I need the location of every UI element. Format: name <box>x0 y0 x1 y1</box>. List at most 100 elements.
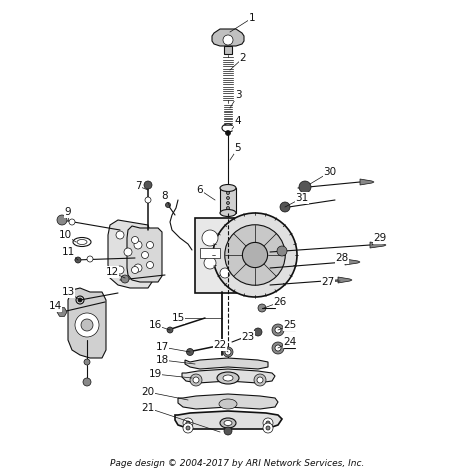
Circle shape <box>272 342 284 354</box>
Circle shape <box>134 241 142 249</box>
Circle shape <box>225 225 285 285</box>
Circle shape <box>227 207 229 210</box>
Polygon shape <box>220 188 236 213</box>
Circle shape <box>227 201 229 204</box>
Circle shape <box>275 327 281 333</box>
Circle shape <box>146 262 154 268</box>
Text: 21: 21 <box>141 403 155 413</box>
Circle shape <box>78 298 82 302</box>
Text: 12: 12 <box>105 267 118 277</box>
Ellipse shape <box>220 418 236 428</box>
Text: 22: 22 <box>213 340 227 350</box>
Text: Page design © 2004-2017 by ARI Network Services, Inc.: Page design © 2004-2017 by ARI Network S… <box>110 458 364 467</box>
Circle shape <box>75 313 99 337</box>
Circle shape <box>275 345 281 351</box>
Circle shape <box>183 418 193 428</box>
Circle shape <box>227 197 229 200</box>
Circle shape <box>266 421 270 425</box>
Text: 17: 17 <box>155 342 169 352</box>
Circle shape <box>183 423 193 433</box>
Polygon shape <box>224 46 232 54</box>
Polygon shape <box>212 29 244 46</box>
Circle shape <box>131 266 138 273</box>
Circle shape <box>116 266 124 274</box>
Circle shape <box>263 418 273 428</box>
Text: 9: 9 <box>64 207 71 217</box>
Circle shape <box>186 426 190 430</box>
Text: 23: 23 <box>241 332 255 342</box>
Polygon shape <box>195 218 250 293</box>
Circle shape <box>145 197 151 203</box>
Circle shape <box>131 237 138 244</box>
Circle shape <box>124 248 132 256</box>
Text: 8: 8 <box>162 191 168 201</box>
Circle shape <box>266 426 270 430</box>
Text: 10: 10 <box>58 230 72 240</box>
Text: 3: 3 <box>235 90 241 100</box>
Circle shape <box>202 230 218 246</box>
Polygon shape <box>68 288 106 358</box>
Circle shape <box>226 130 230 136</box>
Circle shape <box>299 181 311 193</box>
Polygon shape <box>345 259 360 265</box>
Text: 16: 16 <box>148 320 162 330</box>
Circle shape <box>280 202 290 212</box>
Circle shape <box>81 319 93 331</box>
Polygon shape <box>108 220 152 288</box>
Circle shape <box>121 275 129 283</box>
Circle shape <box>144 181 152 189</box>
Ellipse shape <box>223 375 233 381</box>
Ellipse shape <box>220 210 236 217</box>
Text: 18: 18 <box>155 355 169 365</box>
Text: 14: 14 <box>48 301 62 311</box>
Circle shape <box>69 219 75 225</box>
Polygon shape <box>182 369 275 383</box>
Circle shape <box>165 202 171 208</box>
Circle shape <box>220 268 230 278</box>
Text: 26: 26 <box>273 297 287 307</box>
Text: 2: 2 <box>240 53 246 63</box>
Circle shape <box>83 378 91 386</box>
Circle shape <box>272 324 284 336</box>
Polygon shape <box>57 308 67 316</box>
Circle shape <box>254 374 266 386</box>
Circle shape <box>213 213 297 297</box>
Text: 31: 31 <box>295 193 309 203</box>
Text: 25: 25 <box>283 320 297 330</box>
Text: 15: 15 <box>172 313 185 323</box>
Circle shape <box>186 421 190 425</box>
Circle shape <box>257 377 263 383</box>
Circle shape <box>186 348 193 356</box>
Polygon shape <box>338 277 352 283</box>
Circle shape <box>146 241 154 248</box>
Text: 30: 30 <box>323 167 337 177</box>
Text: 5: 5 <box>235 143 241 153</box>
Circle shape <box>204 257 216 269</box>
Text: 20: 20 <box>141 387 155 397</box>
Text: 28: 28 <box>336 253 348 263</box>
Text: 4: 4 <box>235 116 241 126</box>
Polygon shape <box>360 179 374 185</box>
Polygon shape <box>185 358 268 369</box>
Ellipse shape <box>219 399 237 409</box>
Circle shape <box>242 242 268 268</box>
Text: 7: 7 <box>135 181 141 191</box>
Circle shape <box>277 246 287 256</box>
Text: 19: 19 <box>148 369 162 379</box>
Text: 1: 1 <box>249 13 255 23</box>
Text: 24: 24 <box>283 337 297 347</box>
Circle shape <box>223 35 233 45</box>
Circle shape <box>193 377 199 383</box>
Circle shape <box>258 304 266 312</box>
Circle shape <box>134 264 142 272</box>
Ellipse shape <box>224 420 232 426</box>
Circle shape <box>254 328 262 336</box>
Circle shape <box>75 257 81 263</box>
Circle shape <box>167 327 173 333</box>
Circle shape <box>57 215 67 225</box>
Circle shape <box>263 423 273 433</box>
Text: 29: 29 <box>374 233 387 243</box>
Circle shape <box>87 256 93 262</box>
Circle shape <box>227 191 229 194</box>
Polygon shape <box>370 242 386 248</box>
